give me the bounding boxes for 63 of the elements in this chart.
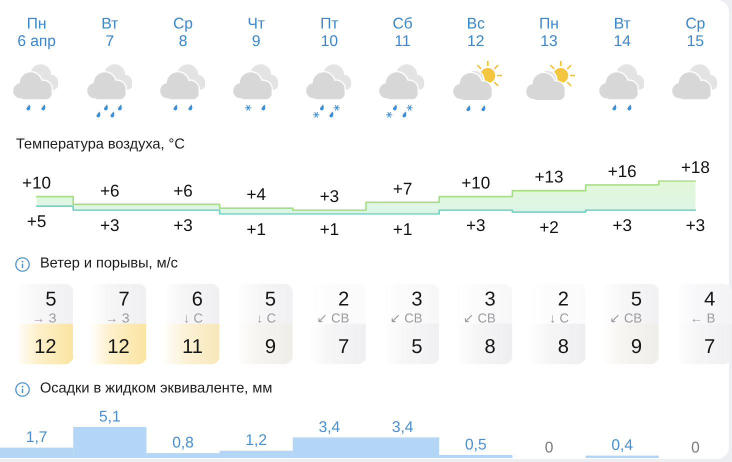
data-label: +3 [320,187,340,206]
data-label: 3 ↙ СВ [390,288,422,326]
data-label: +1 [246,220,266,239]
data-label: 9 [630,336,642,358]
data-label: 5,1 [99,408,121,426]
x-tick-label: Пн 6 апр [17,15,56,50]
data-label: 3 ↙ СВ [463,288,496,326]
data-label: 5 ↓ С [256,288,276,326]
x-tick-label: Вт 7 [101,15,118,50]
data-label: 5 [411,336,422,358]
data-label: +3 [100,216,120,236]
data-label: 5 ↙ СВ [609,288,642,326]
data-label: +4 [246,185,266,204]
data-label: 6 ↓ С [183,288,203,326]
data-label: +3 [686,216,706,236]
data-label: 7 [704,336,716,358]
x-tick-label: Пн 13 [539,15,559,50]
x-tick-label: Вс 12 [466,15,486,50]
chart-title: Осадки в жидком эквиваленте, мм [40,380,272,396]
data-label: +3 [612,216,632,236]
data-label: 7 → З [105,288,130,326]
data-label: 11 [182,336,203,358]
data-label: 1,7 [26,429,48,446]
data-label: 0 [544,440,554,456]
data-label: 0,4 [611,437,634,454]
chart-title: Ветер и порывы, м/с [40,256,178,272]
data-label: +1 [320,220,340,239]
data-label: 7 [338,336,350,358]
data-label: +1 [392,220,412,239]
data-label: 2 ↓ С [549,288,569,326]
data-label: 4 ← В [690,288,716,326]
x-tick-label: Чт 9 [247,15,265,50]
data-label: 9 [264,336,276,358]
x-tick-label: Вт 14 [614,15,632,50]
data-label: +2 [539,218,559,238]
x-tick-label: Сб 11 [392,15,413,50]
data-label: 2 ↙ СВ [316,288,350,326]
data-label: +7 [392,179,412,198]
data-label: +6 [100,181,120,200]
data-label: +10 [22,174,52,193]
data-label: 8 [558,336,569,358]
data-label: +6 [173,181,193,200]
data-label: 5 → З [32,288,57,326]
data-label: +3 [173,216,193,236]
data-label: +5 [26,212,46,232]
data-label: +3 [466,216,486,236]
data-label: 1,2 [245,432,267,450]
x-tick-label: Ср 8 [173,15,193,50]
data-label: 0,5 [465,436,487,454]
chart-title: Температура воздуха, °C [16,136,185,152]
data-label: 12 [107,336,130,358]
data-label: 3,4 [392,418,414,436]
data-label: 12 [34,336,56,358]
data-label: +18 [680,158,710,177]
data-label: 0 [691,440,700,456]
data-label: +16 [608,162,637,181]
data-label: +13 [534,168,564,187]
x-tick-label: Ср 15 [685,15,706,50]
data-label: 3,4 [318,418,341,436]
data-label: 8 [484,336,496,358]
data-label: +10 [461,174,490,193]
x-tick-label: Пт 10 [320,15,339,50]
data-label: 0,8 [172,434,194,452]
